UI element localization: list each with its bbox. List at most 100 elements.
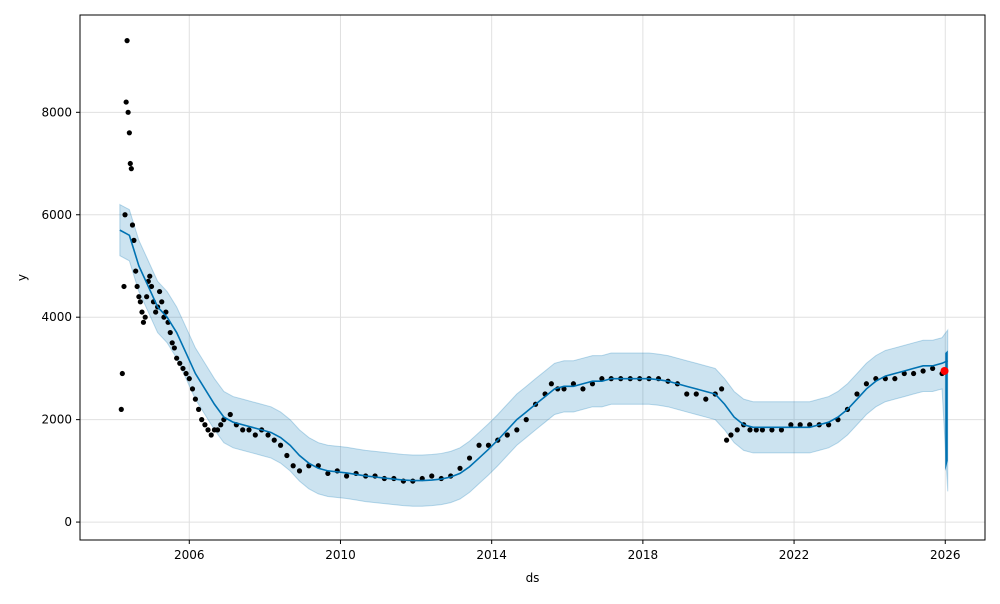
observed-point — [195, 406, 202, 412]
highlight-point — [940, 366, 949, 375]
observed-point — [807, 422, 813, 428]
observed-point — [128, 166, 134, 172]
observed-point — [759, 427, 765, 433]
x-axis-ticks: 2006 2010 2014 2018 2022 2026 — [174, 540, 961, 562]
observed-point — [476, 442, 482, 448]
observed-point — [290, 463, 296, 469]
observed-point — [246, 427, 252, 433]
observed-point — [123, 99, 129, 105]
observed-point — [137, 299, 143, 305]
observed-point — [153, 309, 159, 315]
observed-point — [429, 473, 435, 479]
observed-point — [119, 370, 125, 377]
observed-point — [485, 442, 492, 448]
observed-point — [183, 370, 189, 377]
observed-point — [457, 465, 463, 471]
observed-point — [156, 288, 163, 295]
observed-point — [129, 222, 136, 228]
observed-point — [124, 38, 130, 44]
observed-point — [728, 432, 734, 438]
observed-point — [284, 452, 290, 459]
forecast-line-layer — [119, 229, 949, 482]
observed-point — [769, 427, 775, 433]
observed-point — [747, 427, 753, 433]
observed-point — [134, 283, 140, 290]
observed-point — [734, 427, 740, 433]
observed-point — [723, 437, 730, 443]
x-tick-label: 2022 — [779, 548, 810, 562]
observed-point — [177, 360, 183, 366]
y-tick-label: 8000 — [41, 105, 72, 119]
plot-frame — [79, 14, 986, 541]
x-tick-label: 2006 — [174, 548, 205, 562]
observed-point — [147, 273, 153, 279]
observed-point — [703, 396, 709, 402]
observed-point — [271, 437, 277, 443]
observed-point — [599, 376, 605, 382]
observed-point — [205, 427, 211, 433]
observed-point — [561, 386, 567, 392]
observed-point — [167, 329, 173, 336]
observed-point — [343, 473, 350, 479]
observed-point — [277, 442, 284, 448]
observed-point — [214, 427, 221, 433]
observed-point — [693, 391, 699, 397]
observed-point — [148, 283, 155, 290]
observed-point — [265, 432, 271, 438]
observed-point — [719, 386, 725, 392]
observed-point — [514, 427, 520, 433]
observed-point — [118, 406, 124, 412]
observed-point — [240, 427, 246, 433]
observed-point — [139, 309, 145, 315]
observed-point — [753, 427, 759, 433]
observed-point — [144, 294, 150, 300]
observed-point — [127, 160, 133, 167]
y-tick-label: 0 — [64, 515, 72, 529]
observed-point — [589, 381, 596, 387]
observed-point — [892, 376, 898, 382]
observed-point — [684, 391, 690, 397]
observed-point — [125, 109, 131, 115]
observed-point — [202, 422, 208, 428]
observed-point — [199, 417, 205, 423]
observed-point — [910, 370, 917, 377]
observed-point — [159, 299, 165, 305]
observed-point — [252, 432, 258, 438]
y-tick-label: 4000 — [41, 310, 72, 324]
observed-point — [140, 319, 147, 325]
y-tick-label: 6000 — [41, 208, 72, 222]
observed-point — [122, 212, 128, 218]
observed-point — [121, 283, 127, 290]
observed-point — [136, 294, 142, 300]
observed-point — [325, 470, 331, 477]
observed-point — [523, 417, 529, 423]
observed-point — [797, 422, 803, 428]
x-tick-label: 2018 — [628, 548, 659, 562]
observed-point — [920, 368, 926, 374]
observed-point — [296, 468, 303, 474]
observed-point — [863, 381, 870, 387]
observed-point — [826, 422, 832, 428]
observed-point — [218, 422, 224, 428]
x-axis-title: ds — [526, 571, 540, 585]
forecast-line — [119, 229, 949, 482]
observed-point — [208, 432, 214, 438]
observed-point — [192, 396, 198, 402]
observed-point — [930, 365, 936, 372]
observed-point — [227, 411, 233, 418]
observed-point — [171, 345, 177, 351]
x-tick-label: 2026 — [930, 548, 961, 562]
observed-point — [186, 376, 192, 382]
uncertainty-band — [119, 203, 949, 507]
observed-point — [788, 422, 794, 428]
highlight-layer — [940, 366, 949, 375]
uncertainty-band-layer — [119, 203, 949, 507]
y-tick-label: 2000 — [41, 413, 72, 427]
observed-point — [778, 427, 785, 433]
observed-point — [466, 455, 473, 461]
observed-point — [854, 391, 860, 397]
observed-point — [504, 432, 510, 438]
